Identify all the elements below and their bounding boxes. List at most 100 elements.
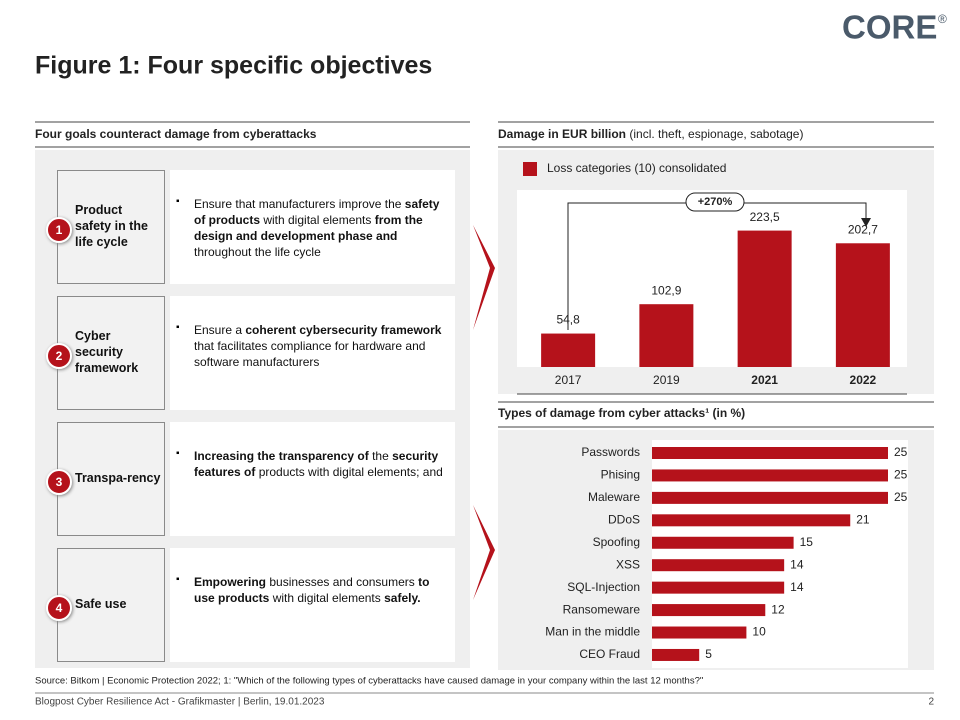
- bar: [639, 304, 694, 367]
- arrow: [473, 225, 495, 330]
- source: Source: Bitkom | Economic Protection 202…: [35, 676, 703, 687]
- description-text: Ensure a coherent cybersecurity framewor…: [194, 322, 452, 370]
- value-label: 21: [856, 512, 870, 526]
- goal-name: Transpa-rency: [75, 471, 161, 485]
- bar: [835, 243, 890, 367]
- goal-box: [57, 296, 165, 410]
- goal-card: Safe use 4 ▪ Empowering businesses and cons…: [46, 548, 455, 662]
- goal-name: Safe use: [75, 597, 127, 611]
- y-tick-label: Passwords: [581, 445, 640, 459]
- bar: [652, 447, 888, 459]
- value-label: 15: [800, 535, 814, 549]
- goal-description: ▪ Empowering businesses and consumers to …: [170, 548, 455, 662]
- text-segment: security features of: [194, 449, 439, 479]
- text-segment: safety of products: [194, 197, 440, 227]
- text-segment: the: [368, 449, 393, 463]
- text-segment: to use products: [194, 575, 430, 605]
- goal-number: 1: [46, 217, 72, 243]
- chart-title: Damage in EUR billion: [498, 127, 626, 141]
- page-number: 2: [928, 697, 934, 708]
- y-tick-label: SQL-Injection: [567, 580, 640, 594]
- legend-label: Loss categories (10) consolidated: [547, 161, 726, 175]
- bar: [652, 581, 785, 594]
- logo: CORE: [842, 9, 937, 46]
- value-label: 25: [894, 445, 908, 459]
- value-label: 54,8: [556, 313, 580, 327]
- y-tick-label: XSS: [616, 557, 640, 571]
- x-tick-label: 2017: [555, 373, 582, 387]
- value-label: 14: [790, 580, 804, 594]
- chart-subtitle: (incl. theft, espionage, sabotage): [629, 127, 803, 141]
- goal-description: ▪ Ensure a coherent cybersecurity framewo…: [170, 296, 455, 410]
- value-label: 14: [790, 557, 804, 571]
- value-label: 25: [894, 490, 908, 504]
- annotation-box: [685, 192, 745, 212]
- logo-mark: ®: [938, 12, 947, 26]
- bullet: ▪: [176, 196, 180, 207]
- goal-number: 4: [46, 595, 72, 621]
- bar: [652, 514, 851, 527]
- bar: [652, 626, 747, 639]
- goal-card: Transpa-rency 3 ▪ Increasing the transparen…: [46, 422, 455, 536]
- bar: [737, 230, 792, 367]
- text-segment: products with digital elements; and: [255, 465, 443, 479]
- value-label: 202,7: [848, 222, 878, 236]
- value-label: 5: [705, 647, 712, 661]
- goal-description: ▪ Ensure that manufacturers improve the s…: [170, 170, 455, 284]
- bullet: ▪: [176, 574, 180, 585]
- bar: [652, 536, 794, 549]
- text-segment: coherent cybersecurity framework: [245, 323, 442, 337]
- y-tick-label: Phising: [601, 468, 640, 482]
- value-label: 10: [752, 625, 766, 639]
- text-segment: Empowering: [194, 575, 267, 589]
- text-segment: Ensure that manufacturers improve the: [194, 197, 405, 211]
- x-tick-label: 2019: [653, 373, 680, 387]
- bar: [652, 648, 700, 661]
- y-tick-label: Ransomeware: [563, 602, 641, 616]
- goal-description: ▪ Increasing the transparency of the secu…: [170, 422, 455, 536]
- arrow: [473, 505, 495, 600]
- value-label: 12: [771, 602, 785, 616]
- bar: [652, 491, 888, 504]
- goal-box: [57, 422, 165, 536]
- y-tick-label: CEO Fraud: [579, 647, 640, 661]
- annotation: +270%: [698, 196, 733, 208]
- goal-name: Product safety in the life cycle: [75, 203, 148, 249]
- text-segment: businesses and consumers: [266, 575, 419, 589]
- text-segment: throughout the life cycle: [194, 245, 321, 259]
- goal-number: 3: [46, 469, 72, 495]
- chart-title: Damage in EUR billion (incl. theft, espi…: [498, 127, 803, 141]
- footer-text: Blogpost Cyber Resilience Act - Grafikma…: [35, 697, 325, 708]
- goal-box: [57, 548, 165, 662]
- goal-box: [57, 170, 165, 284]
- x-tick-label: 2021: [751, 373, 778, 387]
- y-tick-label: Spoofing: [593, 535, 640, 549]
- value-label: 102,9: [651, 283, 681, 297]
- goal-name: Cyber security framework: [75, 329, 139, 375]
- value-label: 25: [894, 468, 908, 482]
- bar: [541, 333, 596, 367]
- y-tick-label: Maleware: [588, 490, 640, 504]
- arrowhead: [861, 218, 871, 227]
- goal-card: Product safety in the life cycle 1 ▪ Ensure…: [46, 170, 455, 284]
- left-heading: Four goals counteract damage from cybera…: [35, 127, 317, 141]
- goal-number: 2: [46, 343, 72, 369]
- description-text: Empowering businesses and consumers to u…: [194, 574, 452, 606]
- description-text: Increasing the transparency of the secur…: [194, 448, 452, 480]
- value-label: 223,5: [750, 210, 780, 224]
- bar: [652, 604, 766, 617]
- goal-card: Cyber security framework 2 ▪ Ensure a coher…: [46, 296, 455, 410]
- bullet: ▪: [176, 448, 180, 459]
- y-tick-label: DDoS: [608, 512, 640, 526]
- text-segment: with digital elements: [260, 213, 375, 227]
- text-segment: Ensure a: [194, 323, 246, 337]
- text-segment: that facilitates compliance for hardware…: [194, 339, 426, 369]
- legend-swatch: [523, 162, 537, 176]
- bullet: ▪: [176, 322, 180, 333]
- bar: [652, 559, 785, 572]
- bar: [652, 469, 888, 482]
- description-text: Ensure that manufacturers improve the sa…: [194, 196, 452, 260]
- text-segment: from the design and development phase an…: [194, 213, 423, 243]
- text-segment: Increasing the transparency of: [194, 449, 369, 463]
